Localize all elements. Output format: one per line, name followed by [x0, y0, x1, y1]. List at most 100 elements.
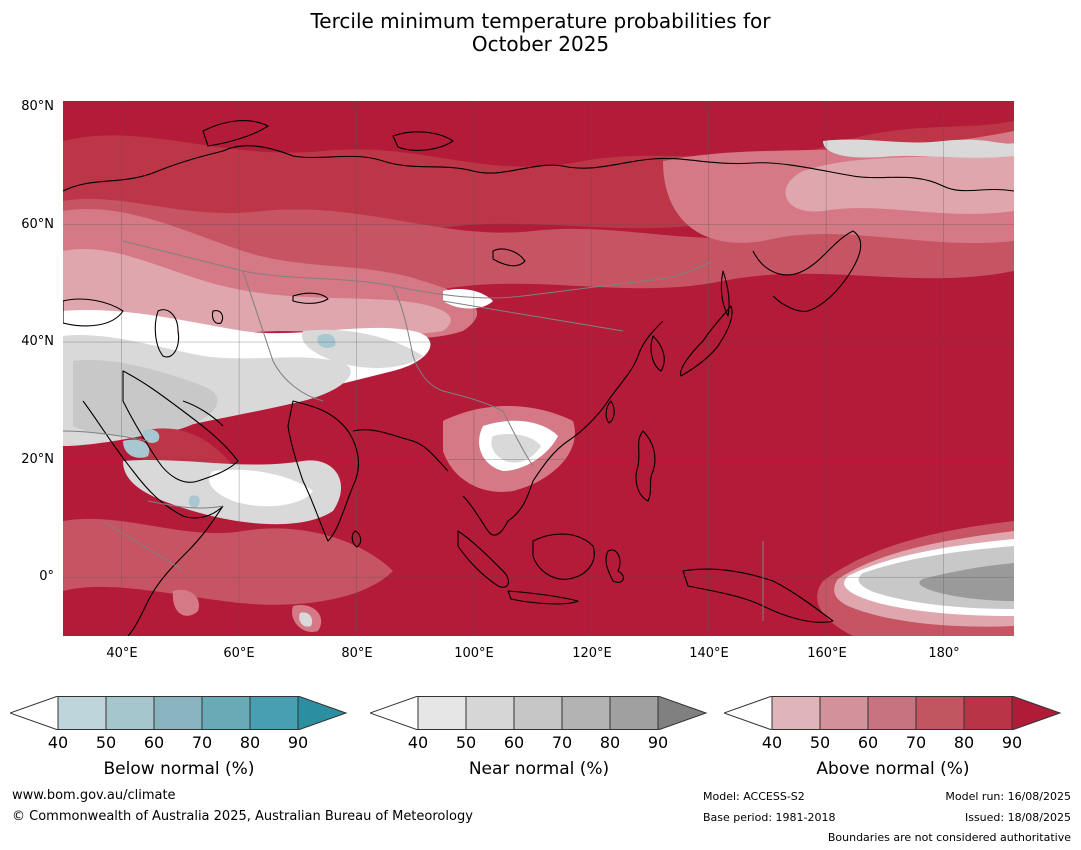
- country-border: [63, 430, 149, 442]
- lon-label-80e: 80°E: [341, 646, 373, 661]
- coastline: [492, 248, 526, 267]
- colorbar-tick: 90: [647, 733, 669, 752]
- lon-label-100e: 100°E: [454, 646, 494, 661]
- colorbar-extend-low: [10, 696, 59, 730]
- probability-region: [142, 429, 160, 443]
- coastline: [211, 310, 224, 324]
- colorbar-extend-high: [657, 696, 708, 730]
- website-link[interactable]: www.bom.gov.au/climate: [12, 788, 176, 803]
- colorbar-tick: 90: [287, 733, 309, 752]
- lat-label-20n: 20°N: [21, 452, 54, 467]
- colorbar-segment: [819, 696, 869, 730]
- colorbar-tick: 60: [143, 733, 165, 752]
- colorbar-segment: [771, 696, 821, 730]
- probability-region: [123, 439, 150, 458]
- coastline: [351, 530, 362, 548]
- colorbar-tick: 90: [1001, 733, 1023, 752]
- coastline: [122, 370, 239, 483]
- colorbar-tick: 80: [599, 733, 621, 752]
- probability-region: [73, 360, 218, 437]
- coastline: [82, 400, 224, 519]
- colorbar-segment: [609, 696, 659, 730]
- lon-label-60e: 60°E: [223, 646, 255, 661]
- colorbar-near-label: Near normal (%): [468, 759, 610, 779]
- coastline: [605, 549, 624, 583]
- disclaimer-text: Boundaries are not considered authoritat…: [827, 831, 1071, 844]
- colorbar-below-normal: [10, 696, 348, 730]
- colorbar-segment: [915, 696, 965, 730]
- coastline: [680, 305, 733, 377]
- colorbar-extend-low: [370, 696, 419, 730]
- colorbar-segment: [561, 696, 611, 730]
- colorbar-tick: 50: [809, 733, 831, 752]
- map-svg: [63, 101, 1014, 636]
- coastline: [63, 298, 124, 327]
- coastline: [154, 309, 180, 358]
- lat-label-80n: 80°N: [21, 99, 54, 114]
- copyright-text: © Commonwealth of Australia 2025, Austra…: [12, 809, 473, 824]
- coastline: [532, 533, 595, 580]
- colorbar-tick: 60: [857, 733, 879, 752]
- colorbar-extend-high: [297, 696, 348, 730]
- probability-region: [209, 469, 313, 507]
- country-border: [147, 500, 224, 509]
- colorbar-segment: [249, 696, 299, 730]
- probability-region: [443, 289, 493, 309]
- probability-region: [823, 139, 1014, 158]
- probability-region: [299, 612, 313, 627]
- title-line-1: Tercile minimum temperature probabilitie…: [310, 9, 771, 33]
- coastline: [127, 505, 224, 636]
- colorbar-extend-high: [1011, 696, 1062, 730]
- colorbar-segment: [513, 696, 563, 730]
- coastline: [287, 400, 359, 542]
- probability-region: [317, 334, 336, 348]
- colorbar-above-normal: [724, 696, 1062, 730]
- coastline: [507, 590, 579, 605]
- colorbar-tick: 70: [551, 733, 573, 752]
- colorbar-segment: [867, 696, 917, 730]
- lon-label-120e: 120°E: [572, 646, 612, 661]
- colorbar-below-label: Below normal (%): [103, 759, 255, 779]
- lon-label-180: 180°: [928, 646, 960, 661]
- colorbar-tick: 70: [905, 733, 927, 752]
- colorbar-segment: [105, 696, 155, 730]
- colorbar-tick: 50: [95, 733, 117, 752]
- model-run-text: Model run: 16/08/2025: [945, 790, 1071, 803]
- colorbar-segment: [465, 696, 515, 730]
- colorbar-tick: 70: [191, 733, 213, 752]
- lat-label-60n: 60°N: [21, 217, 54, 232]
- colorbar-tick: 40: [47, 733, 69, 752]
- probability-region: [919, 563, 1014, 601]
- lon-label-140e: 140°E: [689, 646, 729, 661]
- coastline: [650, 335, 665, 372]
- probability-map: [63, 101, 1014, 636]
- coastline: [457, 530, 509, 588]
- graticule: [63, 101, 1014, 636]
- coastline: [182, 400, 224, 427]
- lat-label-40n: 40°N: [21, 334, 54, 349]
- lon-label-160e: 160°E: [807, 646, 847, 661]
- country-border: [242, 270, 324, 402]
- colorbar-segment: [153, 696, 203, 730]
- coastlines: [63, 120, 1014, 636]
- country-border: [442, 300, 624, 332]
- coastline: [720, 270, 730, 317]
- colorbar-segment: [417, 696, 467, 730]
- probability-region: [63, 249, 451, 335]
- coastline: [682, 568, 834, 623]
- colorbar-tick: 60: [503, 733, 525, 752]
- colorbar-segment: [963, 696, 1013, 730]
- probability-region: [172, 589, 199, 616]
- coastline: [392, 131, 454, 151]
- colorbar-extend-low: [724, 696, 773, 730]
- model-text: Model: ACCESS-S2: [703, 790, 805, 803]
- probability-region: [188, 495, 200, 508]
- country-border: [122, 240, 714, 299]
- colorbar-above-label: Above normal (%): [816, 759, 970, 779]
- coastline: [292, 292, 329, 304]
- probability-region: [785, 151, 1014, 214]
- coastline: [635, 430, 656, 502]
- colorbar-tick: 50: [455, 733, 477, 752]
- lat-label-0: 0°: [39, 569, 54, 584]
- colorbar-tick: 40: [407, 733, 429, 752]
